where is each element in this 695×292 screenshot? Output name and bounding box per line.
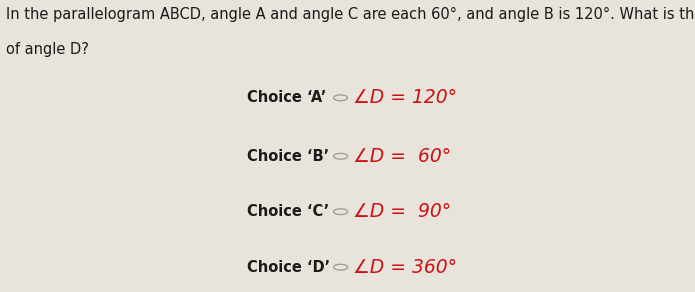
Text: of angle D?: of angle D? bbox=[6, 42, 88, 57]
Text: In the parallelogram ABCD, angle A and angle C are each 60°, and angle B is 120°: In the parallelogram ABCD, angle A and a… bbox=[6, 7, 695, 22]
Text: ∠D =  90°: ∠D = 90° bbox=[353, 202, 451, 221]
Text: ∠D = 120°: ∠D = 120° bbox=[353, 88, 457, 107]
Text: Choice ‘D’: Choice ‘D’ bbox=[247, 260, 330, 275]
Text: Choice ‘B’: Choice ‘B’ bbox=[247, 149, 329, 164]
Text: Choice ‘C’: Choice ‘C’ bbox=[247, 204, 329, 219]
Text: Choice ‘A’: Choice ‘A’ bbox=[247, 90, 326, 105]
Text: ∠D = 360°: ∠D = 360° bbox=[353, 258, 457, 277]
Text: ∠D =  60°: ∠D = 60° bbox=[353, 147, 451, 166]
